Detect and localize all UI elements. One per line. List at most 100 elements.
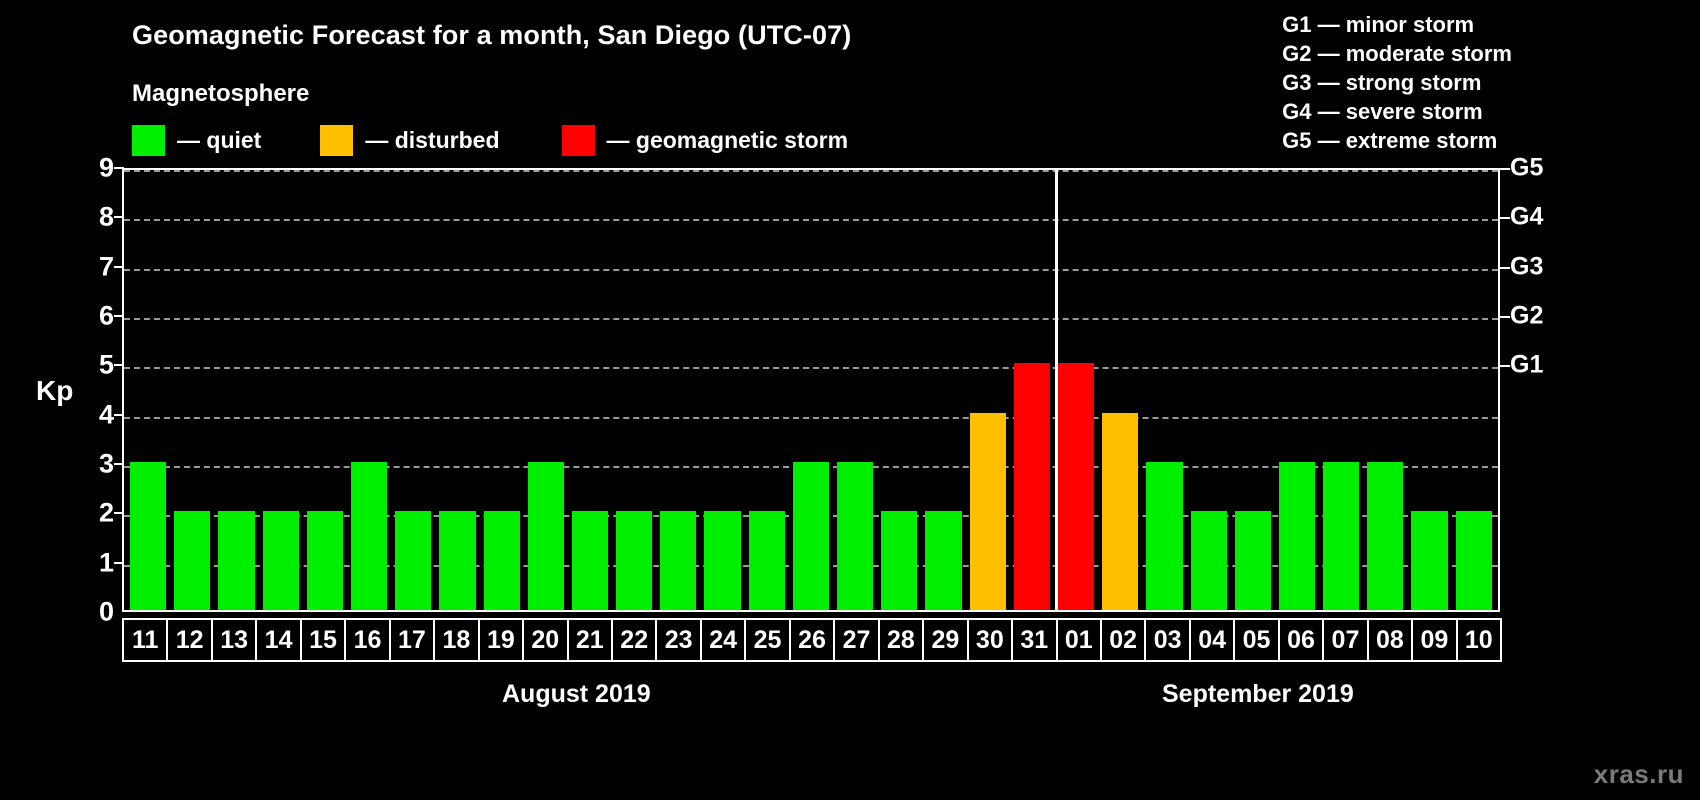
gridline-kp-4	[124, 416, 1498, 419]
y-tick-mark-9	[114, 167, 124, 169]
gridline-kp-8	[124, 219, 1498, 222]
bar-cell	[170, 170, 214, 610]
g-tick-mark-G2	[1500, 316, 1510, 318]
bar-cell	[833, 170, 877, 610]
date-label-01: 01	[1055, 618, 1102, 662]
y-tick-label-6: 6	[98, 300, 114, 331]
date-label-19: 19	[477, 618, 525, 662]
legend-swatch-storm	[561, 124, 595, 156]
g-tick-mark-G3	[1500, 266, 1510, 269]
bar-cell	[877, 170, 921, 610]
bar-15-quiet	[306, 511, 343, 610]
date-label-03: 03	[1144, 618, 1191, 662]
bar-17-quiet	[395, 511, 432, 610]
watermark: xras.ru	[1593, 759, 1684, 789]
date-axis: 11 12 13 14 15 16 17 18 19 20 21 22 23 24 25 26 27 28 29 30…	[122, 618, 1503, 662]
bar-11-quiet	[130, 462, 167, 610]
bar-cell	[480, 170, 524, 610]
legend-item-quiet: — quiet	[132, 124, 261, 156]
date-label-18: 18	[433, 618, 480, 662]
bar-27-quiet	[837, 462, 874, 610]
bar-cell	[435, 170, 479, 610]
date-label-08: 08	[1366, 618, 1414, 662]
bar-20-quiet	[527, 462, 564, 610]
y-tick-mark-3	[114, 463, 124, 465]
legend-item-disturbed: — disturbed	[320, 124, 500, 156]
legend-item-storm: — geomagnetic storm	[561, 124, 849, 156]
date-label-02: 02	[1099, 618, 1147, 662]
bar-cell	[1452, 170, 1496, 610]
bar-cell	[347, 170, 391, 610]
date-label-04: 04	[1188, 618, 1236, 662]
g-axis-label-G2: G2	[1510, 301, 1544, 330]
bar-cell	[391, 170, 435, 610]
y-tick-label-2: 2	[98, 497, 114, 528]
bar-30-disturbed	[969, 412, 1006, 610]
gridline-kp-9	[124, 170, 1498, 172]
date-label-22: 22	[610, 618, 658, 662]
date-label-06: 06	[1277, 618, 1325, 662]
current-time-marker	[1054, 170, 1058, 610]
bar-cell	[568, 170, 612, 610]
date-label-20: 20	[522, 618, 569, 662]
bar-10-quiet	[1455, 511, 1492, 610]
y-axis-tick-marks	[0, 167, 130, 612]
date-label-24: 24	[699, 618, 747, 662]
bar-cell	[126, 170, 170, 610]
y-tick-label-5: 5	[98, 349, 114, 380]
bar-12-quiet	[174, 511, 211, 610]
y-tick-mark-1	[114, 561, 124, 564]
g-axis-label-G1: G1	[1510, 350, 1544, 379]
y-tick-label-3: 3	[98, 448, 114, 479]
date-label-16: 16	[344, 618, 391, 662]
y-tick-mark-7	[114, 265, 124, 268]
date-label-30: 30	[966, 618, 1014, 662]
g-scale-line-1: G1 — minor storm	[1282, 12, 1475, 37]
y-tick-label-0: 0	[98, 596, 114, 627]
bar-23-quiet	[660, 511, 697, 610]
y-axis: 9 8 7 6 5 4 3 2 1 0	[30, 153, 114, 627]
bar-14-quiet	[262, 511, 299, 610]
date-label-05: 05	[1233, 618, 1280, 662]
g-scale-line-5: G5 — extreme storm	[1282, 128, 1498, 153]
bar-cell	[612, 170, 656, 610]
gridline-kp-7	[124, 268, 1498, 271]
bar-cell	[1319, 170, 1363, 610]
page-title: Geomagnetic Forecast for a month, San Di…	[132, 20, 852, 50]
y-tick-label-4: 4	[98, 399, 114, 430]
bar-26-quiet	[792, 462, 829, 610]
date-label-27: 27	[833, 618, 880, 662]
date-label-26: 26	[788, 618, 836, 662]
bar-cell	[745, 170, 789, 610]
date-label-28: 28	[877, 618, 925, 662]
bar-07-quiet	[1323, 462, 1360, 610]
legend-swatch-disturbed	[320, 124, 354, 156]
bar-29-quiet	[925, 511, 962, 610]
bar-cell	[1275, 170, 1319, 610]
g-scale-line-2: G2 — moderate storm	[1282, 41, 1512, 66]
bar-05-quiet	[1234, 511, 1271, 610]
y-tick-label-7: 7	[98, 251, 114, 282]
date-label-25: 25	[744, 618, 791, 662]
legend-label-storm: — geomagnetic storm	[606, 126, 849, 153]
y-tick-mark-6	[114, 315, 124, 317]
chart-subtitle: Magnetosphere	[132, 80, 310, 107]
bar-02-disturbed	[1102, 412, 1139, 610]
bar-31-storm	[1013, 363, 1050, 610]
g-axis-label-G5: G5	[1510, 153, 1544, 182]
bar-cell	[1054, 170, 1098, 610]
y-tick-mark-4	[114, 413, 124, 416]
bar-25-quiet	[748, 511, 785, 610]
bar-06-quiet	[1278, 462, 1316, 610]
bar-cell	[1407, 170, 1451, 610]
date-label-15: 15	[299, 618, 347, 662]
date-label-10: 10	[1455, 618, 1503, 662]
date-label-29: 29	[922, 618, 969, 662]
bar-08-quiet	[1367, 462, 1404, 610]
bar-09-quiet	[1411, 511, 1448, 610]
bar-22-quiet	[616, 511, 653, 610]
plot-area	[122, 168, 1500, 612]
g-axis-label-G3: G3	[1510, 252, 1544, 281]
bar-cell	[1142, 170, 1186, 610]
y-tick-label-8: 8	[98, 201, 114, 232]
